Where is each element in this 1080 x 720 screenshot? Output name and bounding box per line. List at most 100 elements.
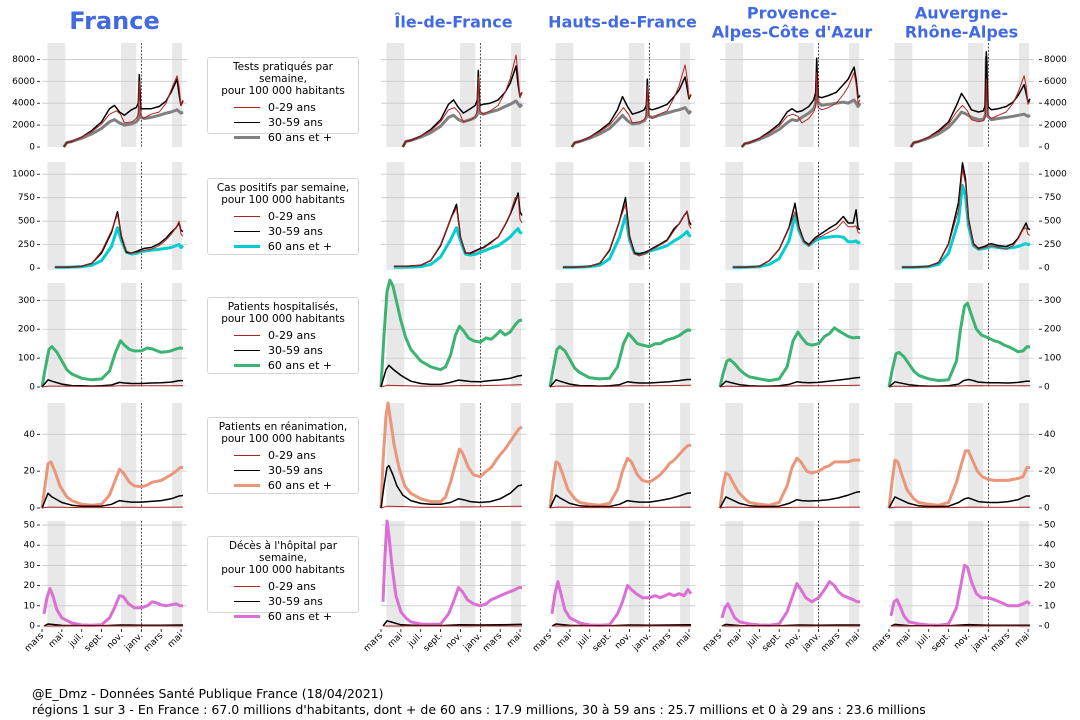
series-line-60-plus <box>720 580 861 627</box>
legend-swatch <box>234 216 260 217</box>
x-tick-label: janv. <box>800 631 823 654</box>
legend-entry: 30-59 ans <box>214 224 352 239</box>
y-tick-label-left: 500 <box>18 217 35 227</box>
x-tick-label: mai <box>166 631 185 650</box>
legend-label: 0-29 ans <box>268 580 316 593</box>
legend-swatch <box>233 245 260 248</box>
x-tick-label: mars <box>531 631 554 654</box>
lockdown-band <box>849 521 860 628</box>
series-line-30-59 <box>888 495 1030 509</box>
lockdown-band <box>725 521 744 628</box>
series-line-0-29 <box>402 54 523 148</box>
series-line-0-29 <box>54 214 184 268</box>
legend-swatch <box>233 484 260 487</box>
y-tick-label-left: 200 <box>18 325 35 335</box>
series-line-60-plus <box>740 82 862 149</box>
region-title-france: France <box>69 7 159 35</box>
lockdown-band <box>1019 162 1030 270</box>
series-line-0-29 <box>888 506 1030 509</box>
y-tick-label-left: 0 <box>29 504 35 514</box>
legend-label: 30-59 ans <box>268 116 323 129</box>
y-tick-label-right: 0 <box>1044 621 1050 631</box>
lockdown-band <box>725 162 744 270</box>
lockdown-band <box>47 521 66 628</box>
series-line-0-29 <box>393 196 523 267</box>
lockdown-band <box>628 162 645 270</box>
y-tick-label-left: 100 <box>18 354 35 364</box>
legend-swatch <box>234 122 260 123</box>
x-tick-label: mai <box>47 631 66 650</box>
series-line-60-plus <box>401 99 524 148</box>
footer-population: régions 1 sur 3 - En France : 67.0 milli… <box>32 702 926 717</box>
lockdown-band <box>47 162 66 270</box>
y-tick-label-left: 40 <box>24 541 36 551</box>
legend-swatch <box>234 350 260 351</box>
lockdown-band <box>172 162 183 270</box>
x-tick-label: janv. <box>970 631 993 654</box>
series-line-60-plus <box>40 460 183 509</box>
legend-swatch <box>234 231 260 232</box>
legend-title: Décès à l'hôpital par semaine, pour 100 0… <box>221 540 345 576</box>
lockdown-band <box>798 283 814 387</box>
y-tick-label-left: 250 <box>18 240 35 250</box>
lockdown-band <box>680 521 691 628</box>
legend-label: 0-29 ans <box>268 101 316 114</box>
lockdown-band <box>555 283 574 387</box>
legend-row3: Patients hospitalisés, pour 100 000 habit… <box>207 297 359 374</box>
series-line-30-59 <box>41 492 184 509</box>
legend-swatch <box>234 335 260 336</box>
panel-france-row3 <box>40 283 187 388</box>
x-tick-label: mars <box>819 631 842 654</box>
y-tick-label-right: 40 <box>1044 541 1056 551</box>
series-line-60-plus <box>379 401 523 509</box>
lockdown-band <box>967 521 984 628</box>
panel-france-row1 <box>42 43 187 148</box>
lockdown-band <box>459 162 476 270</box>
x-tick-label: mars <box>23 631 46 654</box>
series-line-0-29 <box>741 72 861 148</box>
lockdown-band <box>628 43 645 147</box>
series-line-30-59 <box>63 73 184 148</box>
series-line-30-59 <box>402 65 523 148</box>
series-line-60-plus <box>548 443 691 509</box>
region-title-hauts-de-france: Hauts-de-France <box>548 13 697 32</box>
x-tick-label: nov. <box>783 631 803 651</box>
x-tick-label: mars <box>989 631 1012 654</box>
series-line-30-59 <box>719 376 861 388</box>
series-line-0-29 <box>63 75 184 148</box>
lockdown-band <box>386 283 405 387</box>
panel-hauts-de-france-row3 <box>548 283 695 388</box>
lockdown-band <box>680 162 691 270</box>
legend-entry: 60 ans et + <box>214 358 352 373</box>
y-tick-label-left: 20 <box>24 467 36 477</box>
y-tick-label-left: 30 <box>24 561 36 571</box>
y-tick-label-left: 0 <box>29 264 35 274</box>
y-tick-label-right: 2000 <box>1044 121 1067 131</box>
legend-label: 30-59 ans <box>268 595 323 608</box>
panel-auvergne-rhone-alpes-row1 <box>889 43 1034 148</box>
legend-entry: 30-59 ans <box>214 343 352 358</box>
y-tick-label-right: 750 <box>1044 193 1061 203</box>
series-line-30-59 <box>910 51 1031 148</box>
panel-auvergne-rhone-alpes-row2 <box>889 162 1034 270</box>
lockdown-band <box>555 403 574 508</box>
panel-hauts-de-france-row1 <box>550 43 695 148</box>
lockdown-band <box>894 43 913 147</box>
panel-ile-de-france-row5 <box>381 519 526 628</box>
lockdown-band <box>1019 43 1030 147</box>
legend-entry: 0-29 ans <box>214 579 352 594</box>
series-line-30-59 <box>571 76 692 148</box>
series-line-60-plus <box>40 339 184 388</box>
lockdown-band <box>967 283 984 387</box>
region-title-provence-alpes-cote-d-azur-line2: Alpes-Côte d'Azur <box>712 23 873 42</box>
y-tick-label-right: 20 <box>1044 467 1056 477</box>
panel-provence-alpes-cote-d-azur-row3 <box>718 283 864 388</box>
y-tick-label-left: 300 <box>18 296 35 306</box>
x-tick-label: mai <box>843 631 862 650</box>
legend-label: 60 ans et + <box>267 610 333 623</box>
x-tick-label: nov. <box>444 631 464 651</box>
series-line-60-plus <box>887 449 1030 509</box>
lockdown-band <box>725 43 744 147</box>
series-line-60-plus <box>54 226 185 269</box>
x-tick-label: mai <box>1013 631 1032 650</box>
